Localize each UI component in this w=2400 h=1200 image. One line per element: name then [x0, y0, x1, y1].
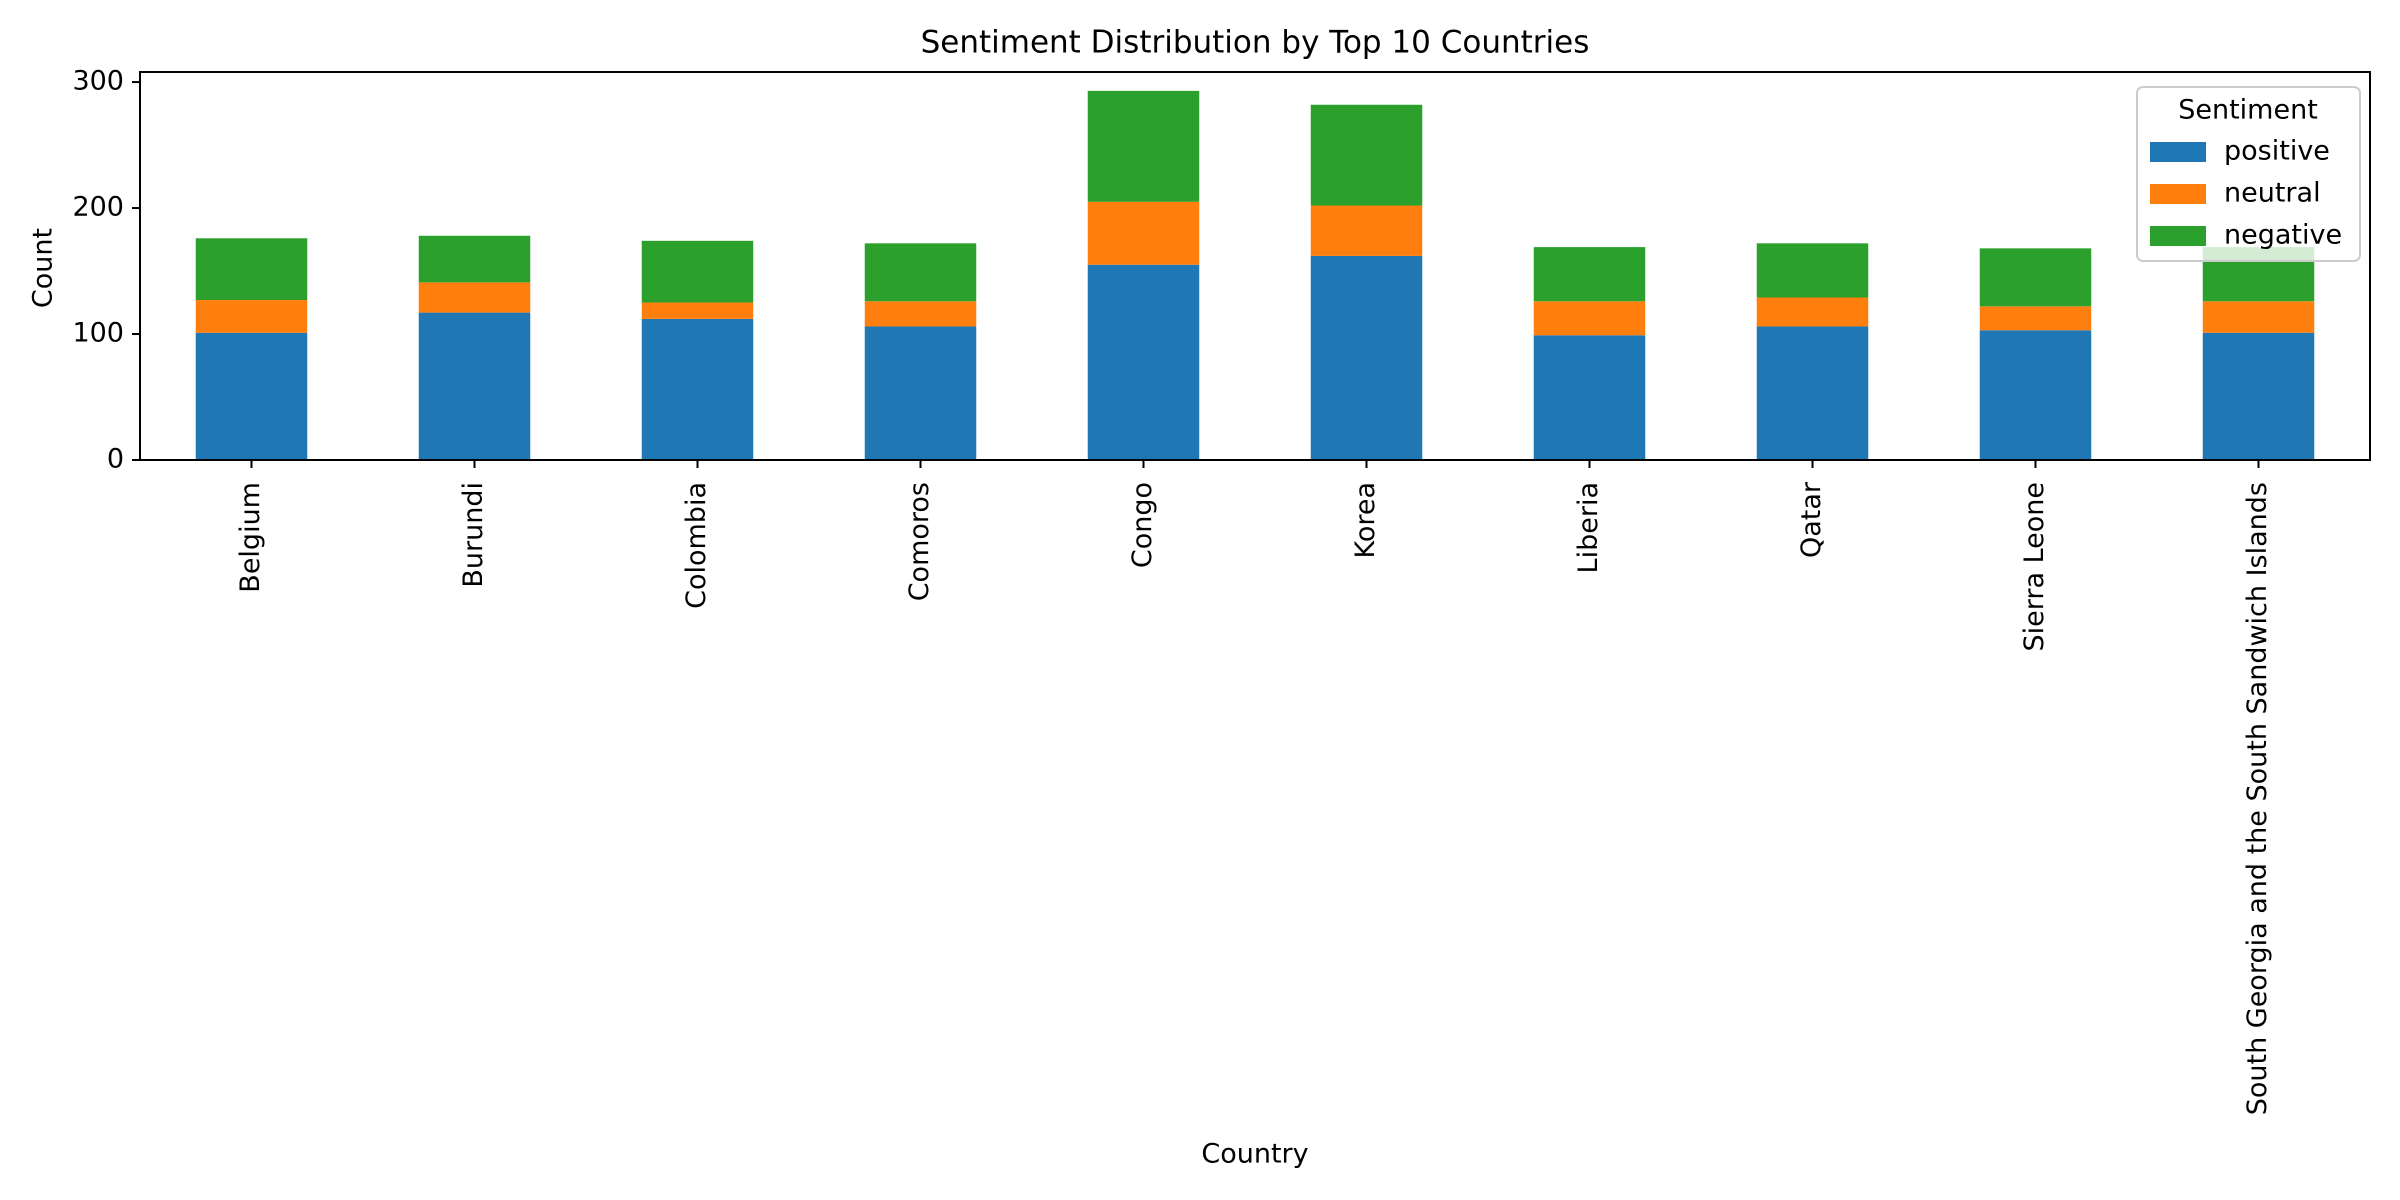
- x-tick-label: Comoros: [904, 482, 935, 601]
- legend-label-neutral: neutral: [2224, 178, 2321, 209]
- chart-title: Sentiment Distribution by Top 10 Countri…: [921, 25, 1590, 61]
- y-tick-label: 0: [107, 444, 124, 475]
- y-tick-label: 200: [72, 192, 124, 223]
- bar-neutral-colombia: [641, 302, 754, 319]
- x-tick-label: Congo: [1127, 482, 1158, 568]
- x-tick-label: South Georgia and the South Sandwich Isl…: [2242, 482, 2273, 1115]
- bar-negative-sierra-leone: [1979, 248, 2092, 307]
- bar-negative-congo: [1087, 90, 1200, 202]
- legend: Sentiment positive neutral negative: [2136, 86, 2361, 262]
- bar-neutral-sierra-leone: [1979, 306, 2092, 331]
- x-tick-label: Korea: [1350, 482, 1381, 559]
- x-tick-label: Belgium: [235, 482, 266, 593]
- bar-neutral-comoros: [864, 301, 977, 327]
- legend-label-negative: negative: [2224, 220, 2342, 251]
- bar-positive-sierra-leone: [1979, 330, 2092, 460]
- bar-positive-qatar: [1756, 326, 1869, 460]
- bar-neutral-liberia: [1533, 301, 1646, 336]
- bar-negative-liberia: [1533, 247, 1646, 302]
- bar-positive-colombia: [641, 318, 754, 460]
- bar-positive-liberia: [1533, 335, 1646, 460]
- legend-items: positive neutral negative: [2150, 136, 2342, 251]
- x-tick-label: Qatar: [1796, 481, 1827, 558]
- x-tick-label: Sierra Leone: [2019, 482, 2050, 652]
- legend-label-positive: positive: [2224, 136, 2330, 167]
- legend-swatch-negative: [2150, 226, 2206, 246]
- x-tick-label: Burundi: [458, 482, 489, 588]
- bar-neutral-south-georgia-and-the-south-sandwich-islands: [2202, 301, 2315, 333]
- x-axis-label: Country: [1201, 1139, 1308, 1170]
- y-tick-label: 100: [72, 318, 124, 349]
- bar-positive-korea: [1310, 255, 1423, 460]
- bar-neutral-belgium: [195, 300, 308, 333]
- bar-neutral-burundi: [418, 282, 531, 313]
- bar-neutral-qatar: [1756, 297, 1869, 327]
- bar-negative-qatar: [1756, 243, 1869, 298]
- y-axis-label: Count: [28, 228, 59, 308]
- bar-negative-comoros: [864, 243, 977, 302]
- bar-positive-congo: [1087, 264, 1200, 460]
- axes-frame: [139, 71, 2371, 461]
- x-tick-label: Liberia: [1573, 482, 1604, 573]
- bar-positive-burundi: [418, 312, 531, 460]
- bar-negative-colombia: [641, 240, 754, 303]
- legend-title: Sentiment: [2178, 95, 2318, 126]
- bar-neutral-korea: [1310, 205, 1423, 256]
- bar-negative-belgium: [195, 238, 308, 301]
- legend-frame: [2136, 86, 2361, 262]
- bar-positive-south-georgia-and-the-south-sandwich-islands: [2202, 332, 2315, 460]
- legend-swatch-positive: [2150, 142, 2206, 162]
- x-tick-label: Colombia: [681, 482, 712, 609]
- y-tick-label: 300: [72, 66, 124, 97]
- bar-positive-belgium: [195, 332, 308, 460]
- bar-negative-burundi: [418, 235, 531, 283]
- bar-neutral-congo: [1087, 201, 1200, 265]
- bar-negative-korea: [1310, 104, 1423, 206]
- legend-swatch-neutral: [2150, 184, 2206, 204]
- plot-area: 0 100 200 300 Belgium Burundi Colombia Comoros C…: [72, 66, 2371, 1115]
- bar-positive-comoros: [864, 326, 977, 460]
